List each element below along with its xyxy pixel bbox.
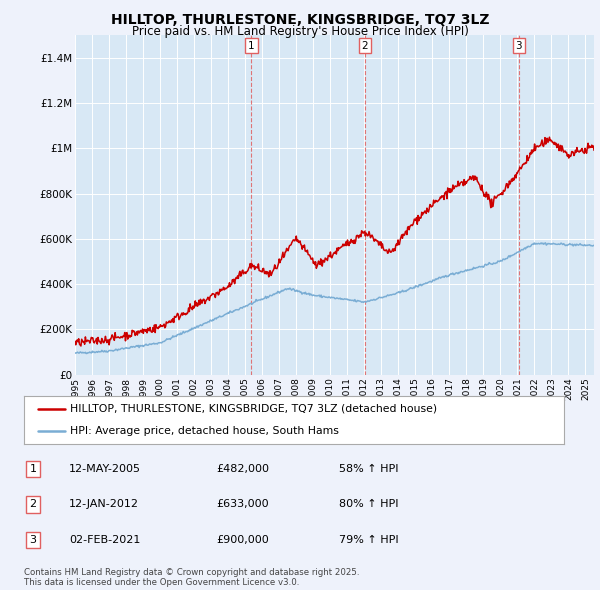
Text: 1: 1 (248, 41, 255, 51)
Text: HILLTOP, THURLESTONE, KINGSBRIDGE, TQ7 3LZ: HILLTOP, THURLESTONE, KINGSBRIDGE, TQ7 3… (111, 13, 489, 27)
Text: 1: 1 (29, 464, 37, 474)
Text: Contains HM Land Registry data © Crown copyright and database right 2025.
This d: Contains HM Land Registry data © Crown c… (24, 568, 359, 587)
Text: 12-MAY-2005: 12-MAY-2005 (69, 464, 141, 474)
Text: 02-FEB-2021: 02-FEB-2021 (69, 535, 140, 545)
Text: 2: 2 (362, 41, 368, 51)
Text: 80% ↑ HPI: 80% ↑ HPI (339, 500, 398, 509)
Text: HPI: Average price, detached house, South Hams: HPI: Average price, detached house, Sout… (70, 426, 339, 436)
Text: 2: 2 (29, 500, 37, 509)
Text: 12-JAN-2012: 12-JAN-2012 (69, 500, 139, 509)
Text: Price paid vs. HM Land Registry's House Price Index (HPI): Price paid vs. HM Land Registry's House … (131, 25, 469, 38)
Text: £482,000: £482,000 (216, 464, 269, 474)
Text: 79% ↑ HPI: 79% ↑ HPI (339, 535, 398, 545)
Text: 58% ↑ HPI: 58% ↑ HPI (339, 464, 398, 474)
Text: £900,000: £900,000 (216, 535, 269, 545)
Text: 3: 3 (515, 41, 522, 51)
Text: 3: 3 (29, 535, 37, 545)
Text: £633,000: £633,000 (216, 500, 269, 509)
Text: HILLTOP, THURLESTONE, KINGSBRIDGE, TQ7 3LZ (detached house): HILLTOP, THURLESTONE, KINGSBRIDGE, TQ7 3… (70, 404, 437, 414)
